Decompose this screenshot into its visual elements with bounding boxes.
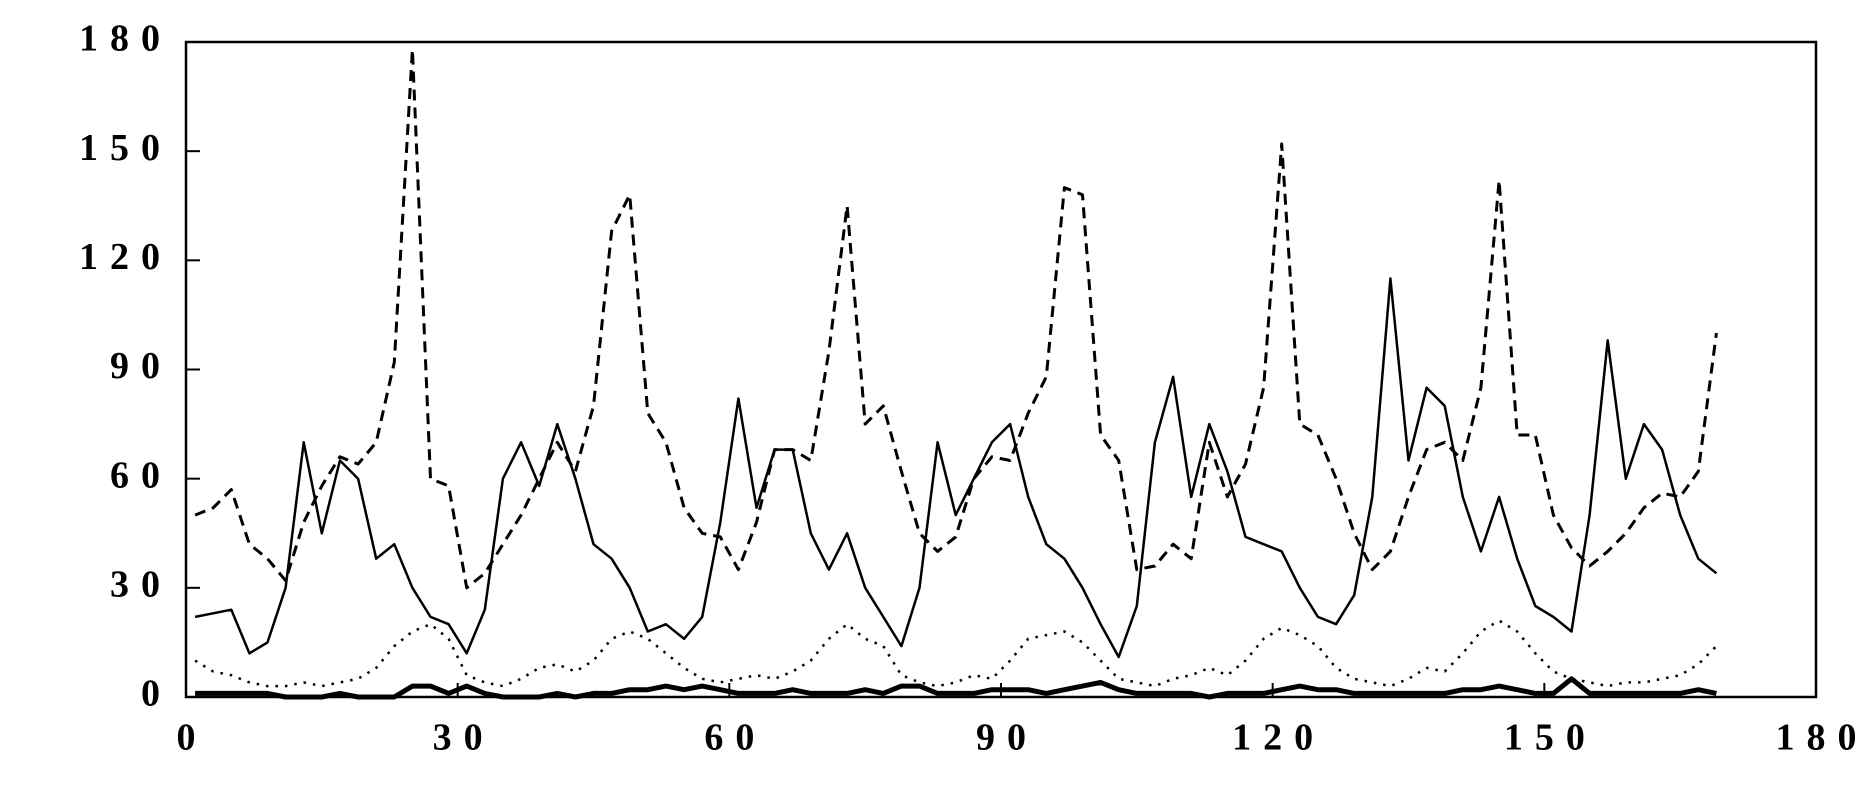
plot-frame — [184, 40, 1818, 699]
y-tick-label: 180 — [79, 18, 172, 60]
y-tick-label: 30 — [110, 564, 172, 606]
x-tick-label: 120 — [1232, 717, 1325, 759]
y-tick-label: 150 — [79, 127, 172, 169]
data-line — [194, 47, 1718, 590]
x-tick-label: 30 — [433, 717, 495, 759]
x-tick-label: 150 — [1504, 717, 1597, 759]
x-tick-label: 60 — [704, 717, 766, 759]
y-tick-label: 120 — [79, 236, 172, 278]
data-line — [195, 676, 1717, 700]
x-tick-label: 90 — [976, 717, 1038, 759]
x-tick-label: 0 — [177, 717, 208, 759]
data-line — [194, 619, 1718, 688]
data-line — [194, 277, 1718, 659]
y-tick-label: 90 — [110, 345, 172, 387]
x-tick-label: 180 — [1776, 717, 1869, 759]
y-tick-label: 0 — [141, 673, 172, 715]
y-tick-label: 60 — [110, 454, 172, 496]
